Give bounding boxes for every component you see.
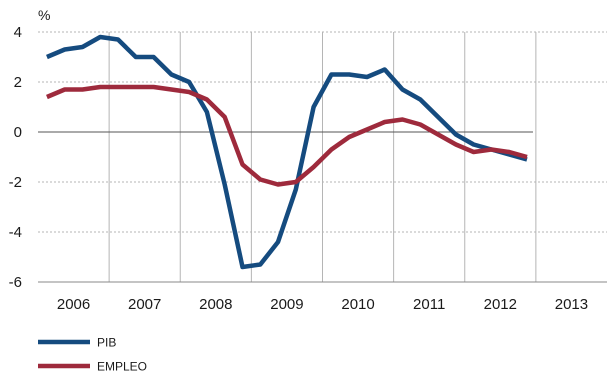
y-tick-labels: 4 2 0 -2 -4 -6 [9,24,22,291]
series-line-empleo [46,84,528,187]
legend-label-pib: PIB [97,336,116,350]
y-tick-label: 4 [14,24,22,41]
x-tick-label: 2008 [199,296,232,313]
y-tick-label: 2 [14,74,22,91]
y-tick-label: -6 [9,274,22,291]
series-lines [46,34,528,270]
y-tick-label: -2 [9,174,22,191]
x-tick-label: 2010 [341,296,374,313]
legend: PIB EMPLEO [38,336,147,374]
x-tick-label: 2009 [270,296,303,313]
legend-label-empleo: EMPLEO [97,360,147,374]
y-axis-unit: % [38,7,50,23]
y-tick-label: -4 [9,224,22,241]
x-tick-label: 2012 [484,296,517,313]
x-tick-labels: 2006 2007 2008 2009 2010 2011 2012 2013 [57,296,588,313]
series-line-pib [46,34,528,270]
x-tick-label: 2006 [57,296,90,313]
x-tick-label: 2011 [413,296,445,313]
y-tick-label: 0 [14,124,22,141]
x-tick-label: 2007 [128,296,161,313]
x-tick-label: 2013 [555,296,588,313]
